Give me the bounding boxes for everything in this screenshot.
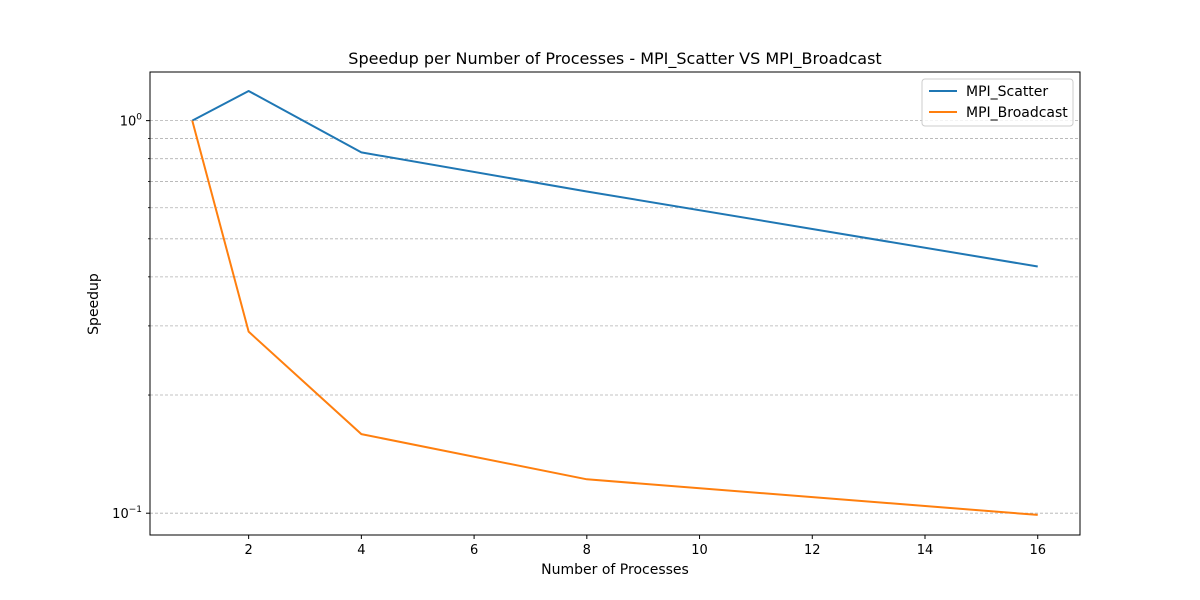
x-tick-label: 2 — [244, 543, 252, 558]
plot-area-frame — [149, 71, 1081, 536]
y-tick-label: 100 — [120, 113, 143, 130]
grid-layer — [150, 120, 1080, 514]
legend: MPI_Scatter MPI_Broadcast — [921, 78, 1074, 127]
y-axis-label: Speedup — [86, 273, 102, 335]
y-tick-label: 10−1 — [112, 505, 142, 522]
legend-label-mpi-broadcast: MPI_Broadcast — [966, 105, 1068, 121]
x-tick-label: 12 — [804, 543, 821, 558]
x-tick-label: 6 — [470, 543, 478, 558]
series-layer — [191, 89, 1038, 516]
x-tick-label: 8 — [583, 543, 591, 558]
ticks-layer: 2 4 6 8 10 12 14 16 10−1 100 — [112, 113, 1046, 558]
legend-label-mpi-scatter: MPI_Scatter — [966, 84, 1048, 100]
x-tick-label: 4 — [357, 543, 365, 558]
x-tick-label: 16 — [1029, 543, 1046, 558]
x-axis-label: Number of Processes — [541, 562, 689, 578]
x-tick-label: 14 — [917, 543, 934, 558]
x-tick-label: 10 — [691, 543, 708, 558]
legend-box — [921, 78, 1074, 127]
chart-title: Speedup per Number of Processes - MPI_Sc… — [348, 49, 881, 69]
